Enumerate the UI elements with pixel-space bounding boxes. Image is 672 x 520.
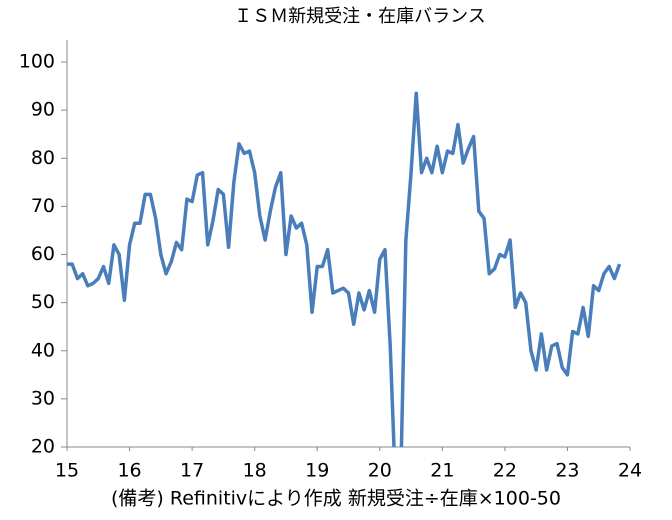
- x-tick-label: 21: [430, 460, 454, 482]
- y-tick-label: 80: [31, 147, 55, 169]
- x-tick-label: 19: [305, 460, 329, 482]
- y-tick-label: 90: [31, 99, 55, 121]
- y-tick-label: 40: [31, 339, 55, 361]
- y-tick-label: 100: [19, 51, 55, 73]
- chart-title: ＩＳＭ新規受注・在庫バランス: [234, 6, 486, 27]
- y-tick-label: 70: [31, 195, 55, 217]
- x-tick-label: 17: [180, 460, 204, 482]
- x-tick-label: 23: [555, 460, 579, 482]
- x-tick-label: 22: [493, 460, 517, 482]
- y-tick-label: 60: [31, 243, 55, 265]
- x-tick-label: 24: [618, 460, 642, 482]
- x-tick-label: 15: [55, 460, 79, 482]
- x-tick-label: 18: [243, 460, 267, 482]
- data-line: [67, 91, 622, 447]
- note: (備考) Refinitivにより作成 新規受注÷在庫×100-50: [111, 488, 561, 510]
- y-tick-label: 20: [31, 436, 55, 458]
- x-tick-label: 16: [117, 460, 141, 482]
- y-tick-label: 30: [31, 387, 55, 409]
- x-tick-label: 20: [368, 460, 392, 482]
- y-tick-label: 50: [31, 291, 55, 313]
